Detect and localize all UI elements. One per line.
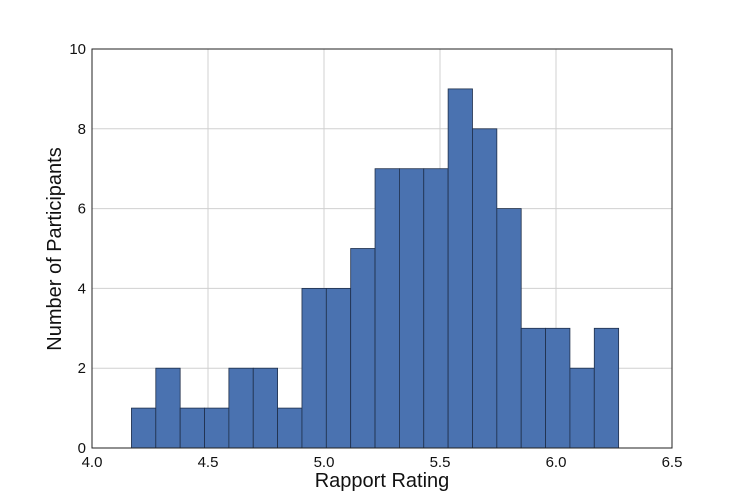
histogram-bar [252, 367, 279, 449]
x-tick-label: 5.0 [314, 454, 335, 471]
histogram-bar [423, 168, 449, 449]
histogram-bar [204, 407, 230, 449]
x-tick-label: 6.5 [662, 454, 683, 471]
histogram-bar [593, 327, 620, 449]
x-tick-label: 4.5 [198, 454, 219, 471]
y-tick-label: 0 [78, 440, 86, 457]
histogram-bar [277, 407, 303, 449]
x-tick-label: 4.0 [82, 454, 103, 471]
x-tick-label: 6.0 [546, 454, 567, 471]
y-tick-label: 6 [78, 201, 86, 218]
histogram-bar [179, 407, 205, 449]
histogram-bar [520, 327, 546, 449]
x-tick-labels: 4.0 4.5 5.0 5.5 6.0 6.5 [82, 454, 683, 471]
bars [131, 88, 620, 449]
histogram-bar [228, 367, 254, 449]
histogram-bar [301, 287, 327, 449]
histogram-bar [398, 168, 425, 449]
plot-frame [91, 48, 673, 449]
histogram-bar [569, 367, 595, 449]
y-tick-labels: 0 2 4 6 8 10 [69, 41, 86, 457]
histogram-bar [472, 128, 498, 449]
x-tick-label: 5.5 [430, 454, 451, 471]
histogram-bar [325, 287, 352, 449]
histogram-bar [131, 407, 157, 449]
y-tick-label: 8 [78, 121, 86, 138]
y-tick-label: 2 [78, 360, 86, 377]
x-axis-label: Rapport Rating [315, 470, 450, 492]
y-axis-label: Number of Participants [44, 147, 66, 350]
histogram-bar [350, 248, 376, 449]
y-tick-label: 10 [69, 41, 86, 58]
histogram-bar [374, 168, 400, 449]
histogram-bar [447, 88, 473, 449]
histogram-bar [155, 367, 181, 449]
histogram-bar [496, 208, 522, 449]
histogram-bar [545, 327, 571, 449]
y-tick-label: 4 [78, 280, 86, 297]
